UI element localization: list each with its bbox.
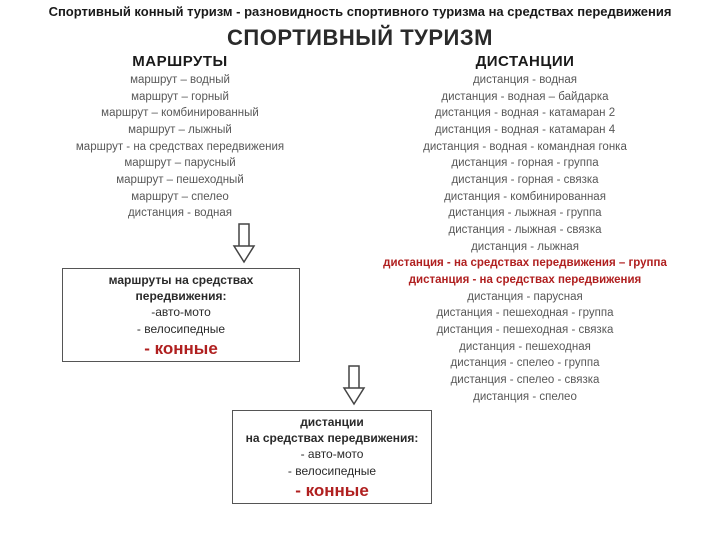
route-item: маршрут – лыжный [128,122,232,139]
route-item: маршрут - на средствах передвижения [76,139,284,156]
distances-box: дистанции на средствах передвижения: - а… [232,410,432,504]
box-title: маршруты на средствах передвижения: [73,273,289,304]
box-konny: - конные [73,339,289,359]
route-item: маршрут – пешеходный [116,172,244,189]
distance-item: дистанция - комбинированная [444,189,606,206]
route-item: маршрут – комбинированный [101,105,259,122]
distance-item: дистанция - пешеходная [459,339,591,356]
box-title: дистанции [243,415,421,431]
box-konny: - конные [243,481,421,501]
route-item: маршрут – спелео [131,189,229,206]
route-item: маршрут – горный [131,89,229,106]
distance-item: дистанция - лыжная - группа [448,205,601,222]
distance-highlight: дистанция - на средствах передвижения – … [383,255,667,272]
arrow-down-icon [230,222,258,266]
distance-item: дистанция - пешеходная - связка [437,322,614,339]
box-line: - велосипедные [73,321,289,338]
box-line: - велосипедные [243,463,421,480]
page-title: СПОРТИВНЫЙ ТУРИЗМ [0,25,720,51]
distance-item: дистанция - горная - связка [451,172,598,189]
distance-item: дистанция - горная - группа [451,155,598,172]
distance-item: дистанция - лыжная [471,239,579,256]
distance-item: дистанция - водная - командная гонка [423,139,627,156]
distance-item: дистанция - спелео - связка [451,372,600,389]
box-line: - авто-мото [243,446,421,463]
distance-item: дистанция - спелео - группа [450,355,599,372]
distance-item: дистанция - пешеходная - группа [437,305,614,322]
distance-item: дистанция - парусная [467,289,582,306]
distance-highlight: дистанция - на средствах передвижения [409,272,642,289]
distance-item: дистанция - лыжная - связка [449,222,602,239]
distance-item: дистанция - водная – байдарка [441,89,608,106]
page-subtitle: Спортивный конный туризм - разновидность… [0,0,720,23]
arrow-down-icon [340,364,368,408]
distance-item: дистанция - спелео [473,389,577,406]
distance-item: дистанция - водная - катамаран 2 [435,105,615,122]
box-title: на средствах передвижения: [243,431,421,447]
distance-item: дистанция - водная - катамаран 4 [435,122,615,139]
route-item: маршрут – парусный [124,155,235,172]
distances-header: ДИСТАНЦИИ [476,53,575,70]
distance-item: дистанция - водная [473,72,577,89]
routes-header: МАРШРУТЫ [132,53,227,70]
distances-column: ДИСТАНЦИИ дистанция - водная дистанция -… [360,53,690,405]
box-line: -авто-мото [73,304,289,321]
routes-box: маршруты на средствах передвижения: -авт… [62,268,300,362]
route-item: маршрут – водный [130,72,230,89]
route-item: дистанция - водная [128,205,232,222]
